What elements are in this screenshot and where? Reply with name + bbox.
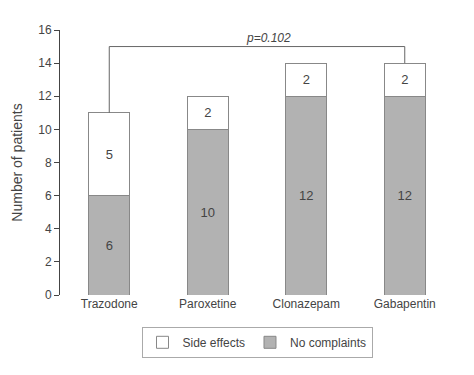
svg-text:16: 16 xyxy=(38,23,52,37)
svg-text:12: 12 xyxy=(299,188,313,203)
svg-text:No complaints: No complaints xyxy=(290,336,366,350)
svg-text:0: 0 xyxy=(45,288,52,302)
svg-text:p=0.102: p=0.102 xyxy=(246,31,291,45)
svg-text:2: 2 xyxy=(45,255,52,269)
svg-text:10: 10 xyxy=(201,205,215,220)
svg-text:Paroxetine: Paroxetine xyxy=(179,297,237,311)
svg-text:Gabapentin: Gabapentin xyxy=(374,297,436,311)
svg-text:Trazodone: Trazodone xyxy=(81,297,138,311)
svg-text:Number of patients: Number of patients xyxy=(9,103,25,221)
svg-text:2: 2 xyxy=(204,105,211,120)
svg-text:12: 12 xyxy=(398,188,412,203)
svg-text:Side effects: Side effects xyxy=(183,336,245,350)
svg-text:8: 8 xyxy=(45,156,52,170)
svg-text:12: 12 xyxy=(38,89,52,103)
svg-text:6: 6 xyxy=(45,189,52,203)
svg-text:4: 4 xyxy=(45,222,52,236)
svg-text:2: 2 xyxy=(303,72,310,87)
svg-text:2: 2 xyxy=(401,72,408,87)
svg-text:6: 6 xyxy=(106,238,113,253)
svg-text:Clonazepam: Clonazepam xyxy=(273,297,340,311)
svg-text:10: 10 xyxy=(38,123,52,137)
svg-text:5: 5 xyxy=(106,147,113,162)
svg-text:14: 14 xyxy=(38,56,52,70)
